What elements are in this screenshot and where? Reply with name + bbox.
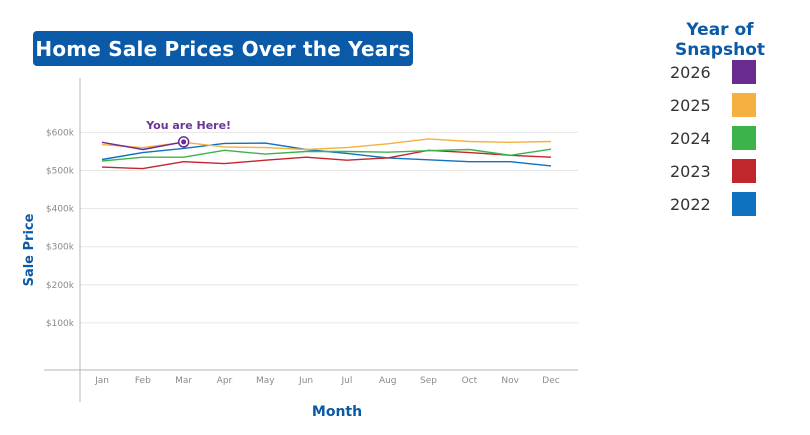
legend-item-2026: 2026 <box>670 59 756 85</box>
x-tick-label: Jan <box>94 376 109 386</box>
legend-swatch <box>732 192 756 216</box>
legend-label: 2025 <box>670 95 711 115</box>
series-line-2022 <box>101 142 552 167</box>
y-tick-label: $300k <box>46 243 75 253</box>
y-tick-label: $400k <box>46 205 75 215</box>
legend-item-2023: 2023 <box>670 158 756 184</box>
legend-item-2025: 2025 <box>670 92 756 118</box>
legend-swatch <box>732 159 756 183</box>
series-line-2023 <box>101 149 552 170</box>
y-tick-label: $600k <box>46 128 75 138</box>
series-line-2024 <box>101 148 552 162</box>
x-tick-label: Feb <box>135 376 151 386</box>
legend-swatch <box>732 126 756 150</box>
y-tick-labels: $100k $200k $300k $400k $500k $600k <box>46 128 75 329</box>
legend-item-2024: 2024 <box>670 125 756 151</box>
x-tick-labels: Jan Feb Mar Apr May Jun Jul Aug Sep Oct Nov Dec <box>94 376 560 386</box>
y-tick-label: $100k <box>46 319 75 329</box>
x-tick-label: Jul <box>340 376 352 386</box>
legend-item-2022: 2022 <box>670 191 756 217</box>
x-tick-label: Oct <box>462 376 478 386</box>
x-tick-label: Mar <box>175 376 192 386</box>
legend-label: 2024 <box>670 128 711 148</box>
you-are-here-label: You are Here! <box>145 119 231 132</box>
legend-label: 2022 <box>670 194 711 214</box>
legend-label: 2026 <box>670 62 711 82</box>
y-tick-label: $500k <box>46 167 75 177</box>
x-tick-label: Aug <box>379 376 397 386</box>
legend-swatch <box>732 93 756 117</box>
legend-swatch <box>732 60 756 84</box>
x-tick-label: Apr <box>217 376 233 386</box>
legend-title: Year of Snapshot <box>674 20 765 60</box>
y-tick-label: $200k <box>46 281 75 291</box>
y-axis-title: Sale Price <box>22 213 37 286</box>
legend-label: 2023 <box>670 161 711 181</box>
x-tick-label: Nov <box>501 376 519 386</box>
you-are-here-marker-dot <box>181 139 187 145</box>
x-tick-label: May <box>256 376 275 386</box>
x-axis-title: Month <box>312 404 362 420</box>
chart-title: Home Sale Prices Over the Years <box>33 31 413 66</box>
gridlines <box>80 131 578 324</box>
x-tick-label: Dec <box>542 376 559 386</box>
series-line-2026 <box>101 141 184 151</box>
x-tick-label: Jun <box>298 376 313 386</box>
x-tick-label: Sep <box>420 376 437 386</box>
annotations: You are Here! <box>145 119 231 148</box>
series-lines <box>101 138 552 170</box>
